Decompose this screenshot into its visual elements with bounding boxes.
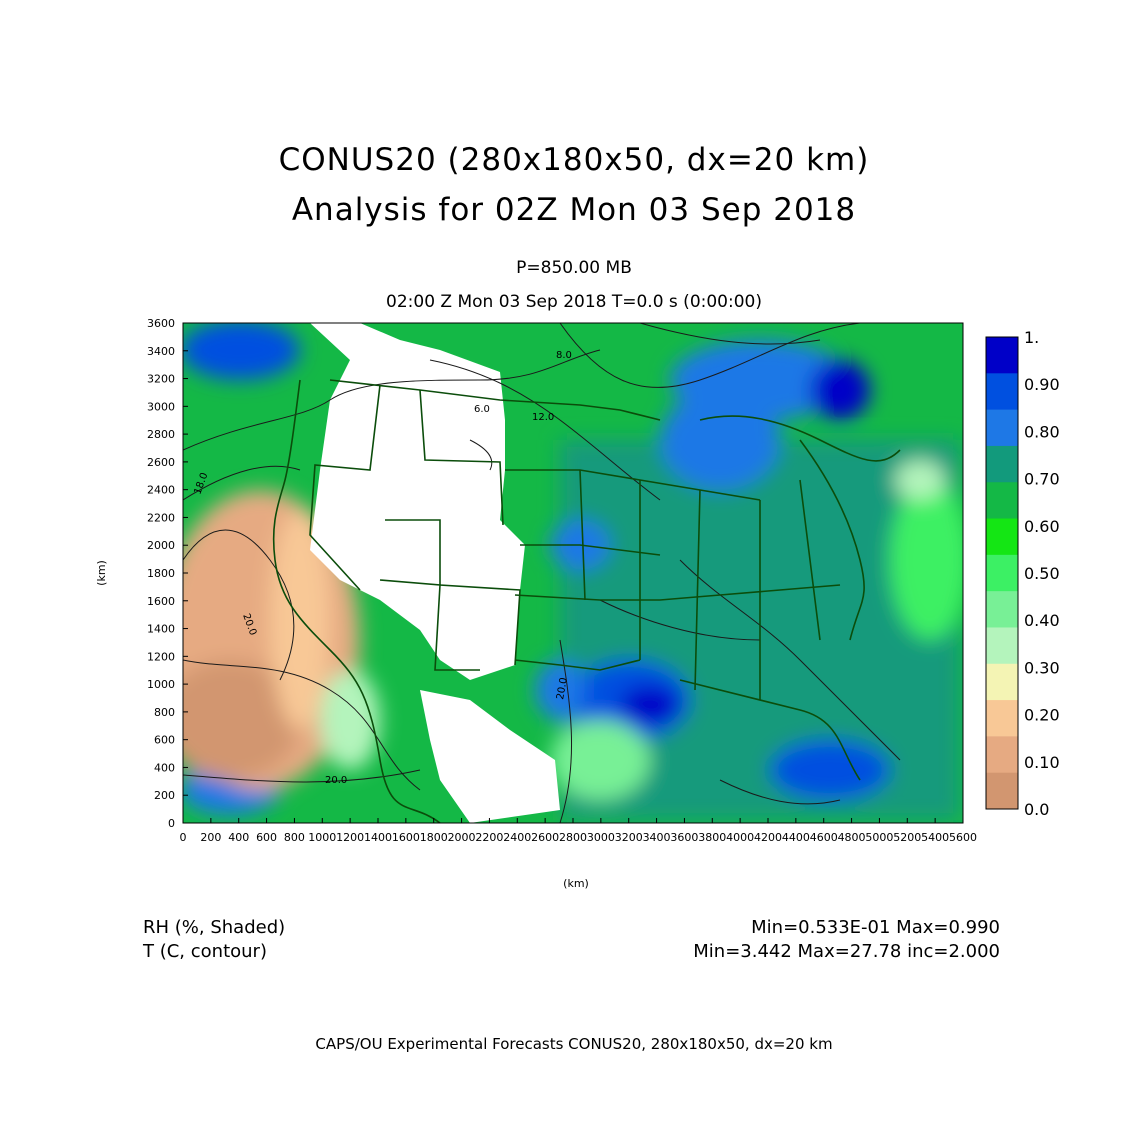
x-tick-label: 5000 [865, 831, 893, 844]
x-tick-label: 1000 [308, 831, 336, 844]
contour-label-group: 18.0 20.0 20.0 6.0 12.0 8.0 20.0 [192, 350, 571, 786]
y-tick-label: 2400 [147, 484, 175, 497]
x-tick-label: 4800 [838, 831, 866, 844]
x-tick-label: 3200 [615, 831, 643, 844]
colorbar-swatch [986, 337, 1018, 374]
colorbar-label: 0.10 [1024, 753, 1060, 772]
contour-field-stats: Min=3.442 Max=27.78 inc=2.000 [693, 941, 1000, 962]
x-tick-label: 5200 [893, 831, 921, 844]
y-tick-label: 1400 [147, 623, 175, 636]
x-tick-label: 0 [180, 831, 187, 844]
rh-shaded-field [183, 323, 963, 823]
x-tick-label: 2000 [448, 831, 476, 844]
terrain-mask [310, 323, 525, 680]
x-tick-label: 3600 [670, 831, 698, 844]
y-tick-label: 3400 [147, 345, 175, 358]
x-tick-label: 2200 [475, 831, 503, 844]
x-tick-label: 4000 [726, 831, 754, 844]
colorbar-label: 1. [1024, 328, 1039, 347]
y-tick-label: 1600 [147, 595, 175, 608]
y-axis-ticks: 0 200 400 600 800 1000 1200 1400 1600 1800 2000 220… [147, 317, 188, 830]
x-tick-label: 4600 [810, 831, 838, 844]
pressure-level: P=850.00 MB [516, 258, 632, 278]
footer-credit: CAPS/OU Experimental Forecasts CONUS20, … [315, 1035, 833, 1053]
colorbar-swatch [986, 772, 1018, 810]
y-tick-label: 0 [168, 817, 175, 830]
x-tick-label: 1800 [420, 831, 448, 844]
y-tick-label: 200 [154, 789, 175, 802]
contour-field-label: T (C, contour) [143, 941, 267, 962]
y-tick-label: 2000 [147, 539, 175, 552]
y-tick-label: 2200 [147, 511, 175, 524]
contour-label: 6.0 [474, 404, 490, 415]
x-tick-label: 400 [228, 831, 249, 844]
shaded-field-stats: Min=0.533E-01 Max=0.990 [751, 917, 1000, 938]
y-tick-label: 2600 [147, 456, 175, 469]
y-tick-label: 3000 [147, 400, 175, 413]
colorbar-swatch [986, 663, 1018, 701]
colorbar-label: 0.90 [1024, 375, 1060, 394]
colorbar-swatch [986, 627, 1018, 665]
colorbar-frame [985, 336, 1019, 810]
colorbar-swatch [986, 409, 1018, 447]
x-tick-label: 2600 [531, 831, 559, 844]
contour-label: 20.0 [555, 677, 570, 701]
colorbar-label: 0.70 [1024, 470, 1060, 489]
contour-label: 20.0 [325, 775, 347, 786]
y-tick-label: 400 [154, 761, 175, 774]
x-tick-label: 4200 [754, 831, 782, 844]
x-tick-label: 200 [200, 831, 221, 844]
colorbar-swatch [986, 373, 1018, 411]
colorbar-swatch [986, 736, 1018, 774]
x-tick-label: 4400 [782, 831, 810, 844]
contour-label: 12.0 [532, 412, 554, 423]
colorbar-label: 0.60 [1024, 517, 1060, 536]
x-tick-label: 3000 [587, 831, 615, 844]
y-tick-label: 800 [154, 706, 175, 719]
x-tick-label: 3800 [698, 831, 726, 844]
y-tick-label: 3200 [147, 373, 175, 386]
colorbar-swatch [986, 482, 1018, 520]
colorbar-label: 0.40 [1024, 611, 1060, 630]
colorbar-swatch [986, 554, 1018, 592]
y-tick-label: 2800 [147, 428, 175, 441]
colorbar-label: 0.80 [1024, 422, 1060, 441]
title-line-2: Analysis for 02Z Mon 03 Sep 2018 [291, 192, 857, 228]
y-tick-label: 1000 [147, 678, 175, 691]
x-tick-label: 600 [256, 831, 277, 844]
colorbar: 1. 0.90 0.80 0.70 0.60 0.50 0.40 0.30 0.20 0.10 0.… [985, 328, 1060, 819]
x-tick-label: 5400 [921, 831, 949, 844]
x-tick-label: 3400 [643, 831, 671, 844]
valid-time: 02:00 Z Mon 03 Sep 2018 T=0.0 s (0:00:00… [386, 292, 762, 312]
state-boundaries [272, 379, 901, 823]
x-tick-label: 2800 [559, 831, 587, 844]
temperature-contours [183, 323, 901, 823]
y-axis-label: (km) [95, 560, 108, 586]
colorbar-label: 0.30 [1024, 658, 1060, 677]
colorbar-label: 0.0 [1024, 800, 1049, 819]
y-tick-label: 3600 [147, 317, 175, 330]
colorbar-swatch [986, 445, 1018, 483]
colorbar-swatch [986, 591, 1018, 628]
colorbar-label: 0.50 [1024, 564, 1060, 583]
x-axis-ticks: 0 200 400 600 800 1000 1200 1400 1600 1800 2000 220… [180, 818, 977, 844]
colorbar-label: 0.20 [1024, 706, 1060, 725]
contour-label: 8.0 [556, 350, 572, 361]
colorbar-swatch [986, 518, 1018, 556]
x-tick-label: 5600 [949, 831, 977, 844]
y-tick-label: 1800 [147, 567, 175, 580]
title-line-1: CONUS20 (280x180x50, dx=20 km) [278, 142, 870, 178]
y-tick-label: 600 [154, 734, 175, 747]
x-tick-label: 2400 [503, 831, 531, 844]
y-tick-label: 1200 [147, 650, 175, 663]
shaded-field-label: RH (%, Shaded) [143, 917, 286, 938]
colorbar-swatch [986, 700, 1018, 737]
x-tick-label: 1400 [364, 831, 392, 844]
x-tick-label: 800 [284, 831, 305, 844]
x-axis-label: (km) [563, 877, 589, 890]
x-tick-label: 1600 [392, 831, 420, 844]
x-tick-label: 1200 [336, 831, 364, 844]
